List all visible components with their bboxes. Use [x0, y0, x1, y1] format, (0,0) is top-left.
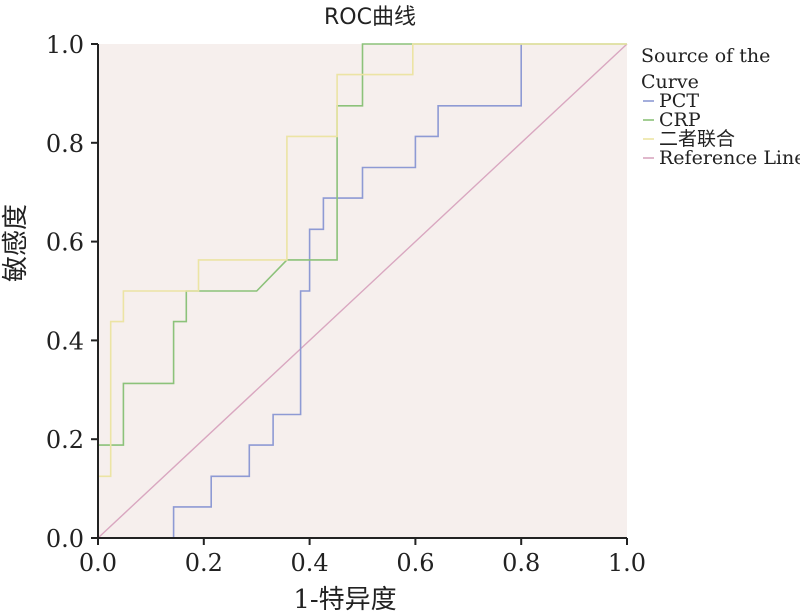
x-tick-label: 0.4	[291, 549, 329, 577]
chart-title: ROC曲线	[324, 5, 416, 30]
x-tick-label: 0.0	[79, 549, 117, 577]
legend-entry: 二者联合	[659, 128, 735, 150]
legend-entry: CRP	[659, 109, 701, 131]
y-tick-label: 0.4	[46, 327, 84, 355]
series-line-1	[97, 43, 627, 538]
y-tick-label: 0.2	[46, 426, 84, 454]
legend-entry: PCT	[659, 90, 699, 112]
series-line-3	[97, 43, 628, 539]
x-tick-label: 0.8	[502, 549, 540, 577]
y-ticks: 0.0 0.2 0.4 0.6 0.8 1.0	[46, 31, 98, 553]
series-line-0	[172, 44, 523, 538]
x-tick-label: 1.0	[608, 549, 646, 577]
series-line-2	[97, 43, 627, 538]
y-tick-label: 0.0	[46, 525, 84, 553]
x-tick-label: 0.6	[396, 549, 434, 577]
legend-title-line: Curve	[641, 71, 699, 93]
legend-title: Source of the Curve	[641, 45, 770, 93]
legend-entry: Reference Line	[659, 147, 800, 169]
x-ticks: 0.0 0.2 0.4 0.6 0.8 1.0	[79, 538, 646, 577]
y-tick-label: 0.8	[46, 130, 84, 158]
y-tick-label: 1.0	[46, 31, 84, 59]
x-axis-title: 1-特异度	[293, 585, 396, 615]
y-tick-label: 0.6	[46, 229, 84, 257]
legend-title-line: Source of the	[641, 45, 770, 67]
y-axis-title: 敏感度	[1, 204, 31, 282]
x-tick-label: 0.2	[185, 549, 223, 577]
series-layer	[97, 43, 628, 539]
